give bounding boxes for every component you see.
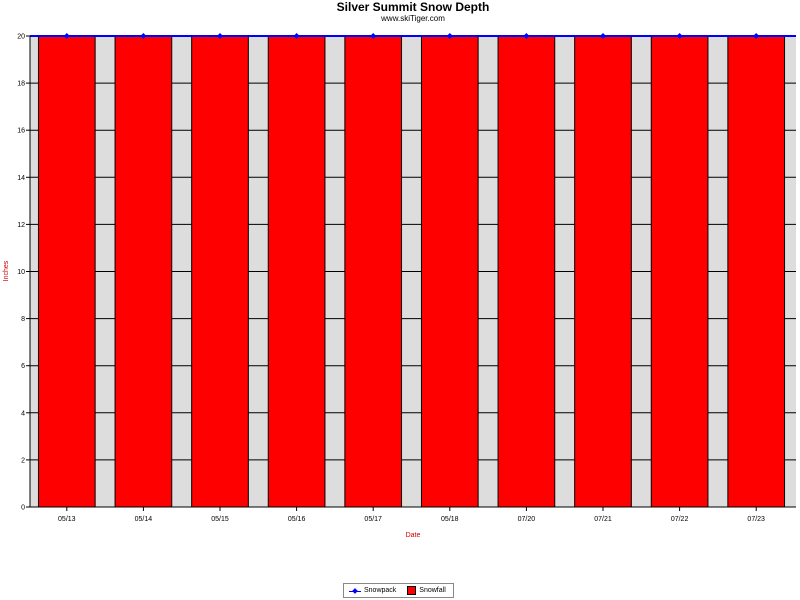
x-tick-label: 05/15 (211, 516, 229, 523)
legend: Snowpack Snowfall (343, 583, 454, 598)
x-tick-label: 07/23 (747, 516, 765, 523)
snowpack-point (63, 33, 70, 39)
snowpack-point (600, 33, 606, 39)
y-tick-label: 10 (17, 269, 25, 276)
snowpack-point (370, 33, 377, 39)
x-tick-label: 05/14 (135, 516, 153, 523)
x-tick-label: 07/22 (671, 516, 689, 523)
snowpack-point (140, 33, 147, 39)
x-tick-label: 05/16 (288, 516, 306, 523)
y-tick-label: 20 (17, 34, 25, 41)
snowpack-point (446, 33, 453, 39)
axes: 0 2 4 6 8 10 12 14 16 18 20 05/13 05/14 05/15 05/16 05/… (17, 34, 796, 523)
snowpack-marker-icon (349, 587, 361, 595)
y-tick-label: 12 (17, 222, 25, 229)
snowfall-marker-icon (407, 586, 417, 595)
x-tick-label: 05/18 (441, 516, 459, 523)
legend-item-snowfall: Snowfall (407, 586, 446, 595)
snowfall-bar (727, 35, 786, 508)
chart-title: Silver Summit Snow Depth (336, 0, 490, 14)
x-tick-label: 07/20 (518, 516, 536, 523)
legend-label-snowfall: Snowfall (419, 587, 446, 594)
snowfall-bar (497, 35, 556, 508)
y-tick-label: 8 (21, 316, 25, 323)
snowpack-line (30, 33, 796, 39)
chart-plot: 0 2 4 6 8 10 12 14 16 18 20 05/13 05/14 05/15 05/16 05/… (3, 33, 796, 539)
legend-item-snowpack: Snowpack (349, 587, 396, 595)
snowfall-bar (191, 35, 249, 508)
y-tick-label: 2 (21, 457, 25, 464)
y-tick-label: 18 (17, 81, 25, 88)
snowfall-bar (420, 35, 479, 508)
x-axis-title: Date (406, 532, 421, 539)
x-tick-label: 07/21 (594, 516, 612, 523)
snowpack-point (753, 33, 760, 39)
y-tick-label: 16 (17, 128, 25, 135)
legend-label-snowpack: Snowpack (364, 587, 397, 594)
x-tick-label: 05/17 (364, 516, 382, 523)
chart-subtitle: www.skiTiger.com (381, 14, 445, 23)
snowpack-point (293, 33, 300, 39)
y-axis-title: Inches (3, 260, 10, 281)
y-tick-label: 0 (21, 505, 25, 512)
y-tick-label: 14 (17, 175, 25, 182)
bars (37, 35, 786, 508)
snowfall-bar (650, 35, 709, 508)
snowfall-bar (114, 35, 173, 508)
x-tick-label: 05/13 (58, 516, 76, 523)
snowfall-bar (344, 35, 403, 508)
snowpack-point (523, 33, 530, 39)
snowfall-bar (267, 35, 326, 508)
snowpack-point (217, 33, 223, 39)
y-tick-label: 6 (21, 363, 25, 370)
snowfall-bar (574, 35, 632, 508)
snowfall-bar (37, 35, 96, 508)
snowpack-point (676, 33, 683, 39)
y-tick-label: 4 (21, 410, 25, 417)
